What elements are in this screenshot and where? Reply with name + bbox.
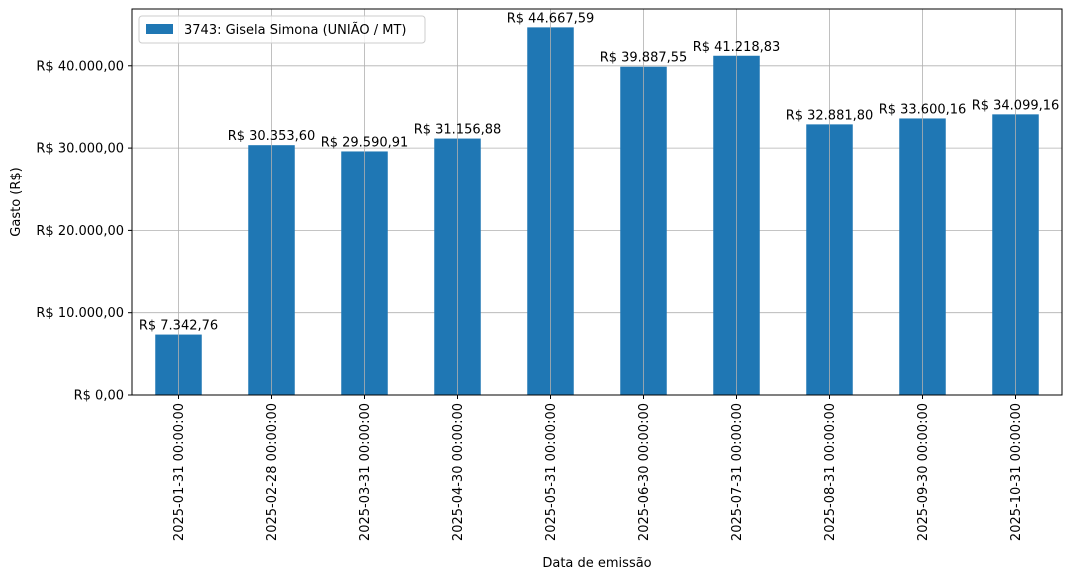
y-tick-label: R$ 20.000,00 [36,224,124,239]
y-axis-ticks: R$ 0,00 R$ 10.000,00 R$ 20.000,00 R$ 30.000… [36,59,132,404]
x-tick-label: 2025-02-28 00:00:00 [265,403,280,541]
x-tick-label: 2025-03-31 00:00:00 [358,403,373,541]
y-axis-title: Gasto (R$) [9,167,24,236]
bars [155,27,1039,396]
data-label: R$ 33.600,16 [879,102,967,117]
y-tick-label: R$ 30.000,00 [36,142,124,157]
legend: 3743: Gisela Simona (UNIÃO / MT) [138,15,426,44]
x-axis-title: Data de emissão [542,556,651,571]
data-label: R$ 29.590,91 [321,135,409,150]
x-tick-label: 2025-06-30 00:00:00 [637,403,652,541]
data-label: R$ 7.342,76 [139,319,218,334]
data-labels: R$ 7.342,76 R$ 30.353,60 R$ 29.590,91 R$ 31… [139,11,1059,333]
data-label: R$ 32.881,80 [786,108,874,123]
x-tick-label: 2025-09-30 00:00:00 [916,403,931,541]
vertical-grid [178,9,1016,395]
x-tick-label: 2025-04-30 00:00:00 [451,403,466,541]
data-label: R$ 41.218,83 [693,40,781,55]
legend-swatch [146,24,173,34]
x-tick-label: 2025-10-31 00:00:00 [1009,403,1024,541]
x-axis-ticks: 2025-01-31 00:00:00 2025-02-28 00:00:00 20… [172,395,1024,541]
x-tick-label: 2025-08-31 00:00:00 [823,403,838,541]
data-label: R$ 34.099,16 [972,98,1060,113]
data-label: R$ 30.353,60 [228,129,316,144]
x-tick-label: 2025-01-31 00:00:00 [172,403,187,541]
x-tick-label: 2025-05-31 00:00:00 [544,403,559,541]
data-label: R$ 31.156,88 [414,123,502,138]
legend-box [138,15,426,44]
plot-frame [131,8,1063,396]
y-tick-label: R$ 0,00 [74,389,124,404]
data-label: R$ 44.667,59 [507,11,595,26]
y-tick-label: R$ 40.000,00 [36,59,124,74]
x-tick-label: 2025-07-31 00:00:00 [730,403,745,541]
legend-label: 3743: Gisela Simona (UNIÃO / MT) [184,22,407,38]
y-tick-label: R$ 10.000,00 [36,306,124,321]
data-label: R$ 39.887,55 [600,51,688,66]
